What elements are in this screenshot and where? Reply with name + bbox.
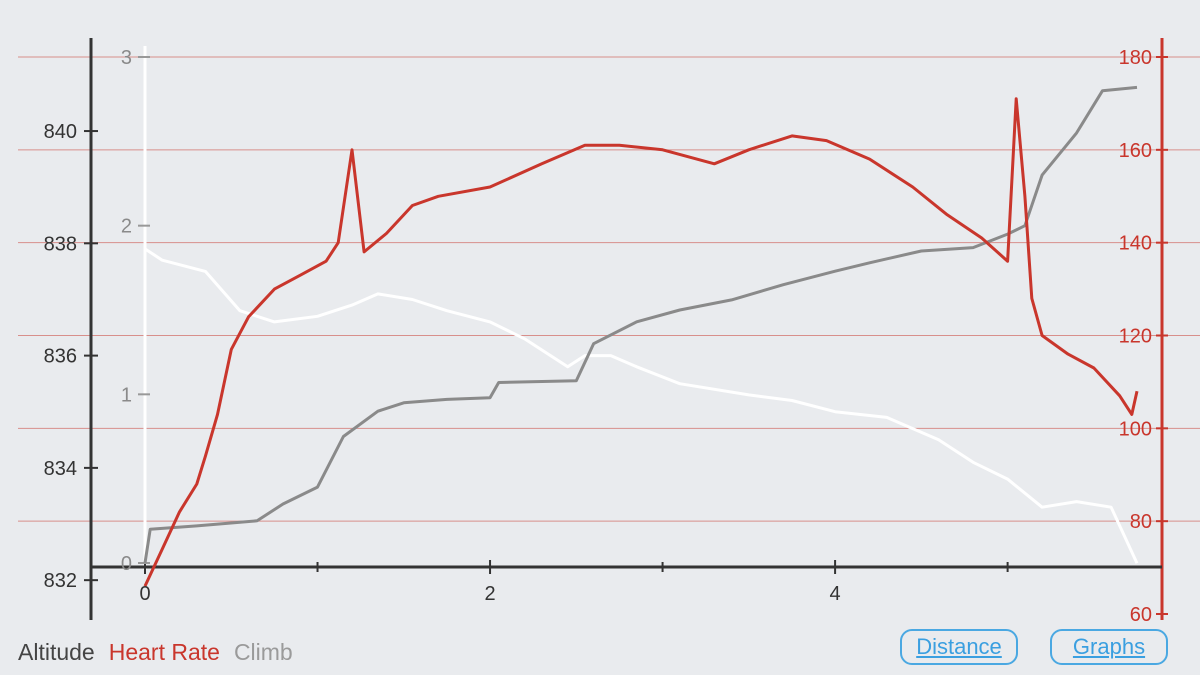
climb-tick-label: 0 bbox=[121, 553, 132, 575]
chart-series bbox=[143, 85, 1139, 587]
tick-labels: 0 2 4 832 834 836 838 840 0 1 2 3 60 80 100 120 140 160 18… bbox=[44, 47, 1152, 626]
heart-rate-tick-label: 160 bbox=[1119, 140, 1152, 162]
climb-tick-label: 3 bbox=[121, 47, 132, 69]
altitude-tick-label: 834 bbox=[44, 458, 77, 480]
heart-rate-tick-label: 60 bbox=[1130, 604, 1152, 626]
heart-rate-line bbox=[143, 97, 1139, 587]
x-tick-label: 0 bbox=[139, 583, 150, 605]
climb-line bbox=[143, 85, 1138, 564]
grid-lines bbox=[18, 56, 1200, 522]
heart-rate-tick-label: 140 bbox=[1119, 233, 1152, 255]
legend: Altitude Heart Rate Climb bbox=[18, 639, 307, 666]
altitude-tick-label: 838 bbox=[44, 233, 77, 255]
legend-heart-rate: Heart Rate bbox=[108, 639, 220, 665]
altitude-tick-label: 836 bbox=[44, 346, 77, 368]
chart: 0 2 4 832 834 836 838 840 0 1 2 3 60 80 100 120 140 160 18… bbox=[18, 38, 1200, 626]
graphs-button[interactable]: Graphs bbox=[1050, 629, 1168, 665]
distance-button[interactable]: Distance bbox=[900, 629, 1018, 665]
heart-rate-tick-label: 180 bbox=[1119, 47, 1152, 69]
altitude-tick-label: 840 bbox=[44, 121, 77, 143]
heart-rate-tick-label: 120 bbox=[1119, 326, 1152, 348]
altitude-line bbox=[144, 247, 1139, 564]
climb-tick-label: 1 bbox=[121, 384, 132, 406]
legend-climb: Climb bbox=[233, 639, 293, 665]
heart-rate-tick-label: 100 bbox=[1119, 418, 1152, 440]
climb-tick-label: 2 bbox=[121, 216, 132, 238]
legend-altitude: Altitude bbox=[18, 639, 95, 665]
x-tick-label: 4 bbox=[830, 583, 841, 605]
chart-axes bbox=[84, 38, 1168, 620]
heart-rate-tick-label: 80 bbox=[1130, 511, 1152, 533]
altitude-tick-label: 832 bbox=[44, 570, 77, 592]
x-tick-label: 2 bbox=[484, 583, 495, 605]
